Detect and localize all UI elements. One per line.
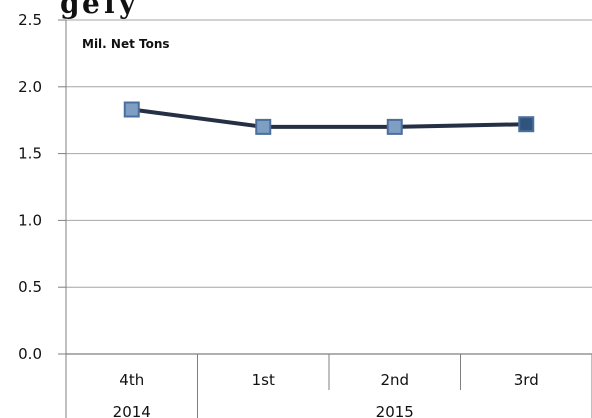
chart-title-fragment: g <box>60 0 80 20</box>
data-point-marker <box>255 118 272 135</box>
chart-title-fragment: e <box>82 0 100 20</box>
x-group-label: 2015 <box>376 403 414 418</box>
y-tick-label: 0.5 <box>18 278 42 296</box>
axes <box>58 19 592 418</box>
x-tick-label: 1st <box>252 371 275 389</box>
chart-title-fragment: l <box>104 0 115 20</box>
unit-label: Mil. Net Tons <box>82 37 170 51</box>
title-fragment-group: g e l y <box>60 0 136 20</box>
data-point-marker <box>518 116 535 133</box>
y-tick-label: 1.0 <box>18 211 42 229</box>
chart-title-fragment: y <box>118 0 136 20</box>
x-tick-label: 4th <box>119 371 144 389</box>
data-point-marker <box>123 101 140 118</box>
x-tick-label: 2nd <box>380 371 409 389</box>
labels: 0.0 0.5 1.0 1.5 2.0 2.5 4th 1st 2nd 3rd 2014 2015 <box>18 11 539 418</box>
y-tick-label: 2.5 <box>18 11 42 29</box>
y-tick-label: 0.0 <box>18 345 42 363</box>
x-tick-label: 3rd <box>514 371 539 389</box>
y-tick-label: 1.5 <box>18 145 42 163</box>
y-tick-label: 2.0 <box>18 78 42 96</box>
x-group-label: 2014 <box>113 403 151 418</box>
data-point-marker <box>386 118 403 135</box>
series-line <box>129 107 529 129</box>
series-layer <box>123 101 535 135</box>
gridlines <box>66 19 592 288</box>
